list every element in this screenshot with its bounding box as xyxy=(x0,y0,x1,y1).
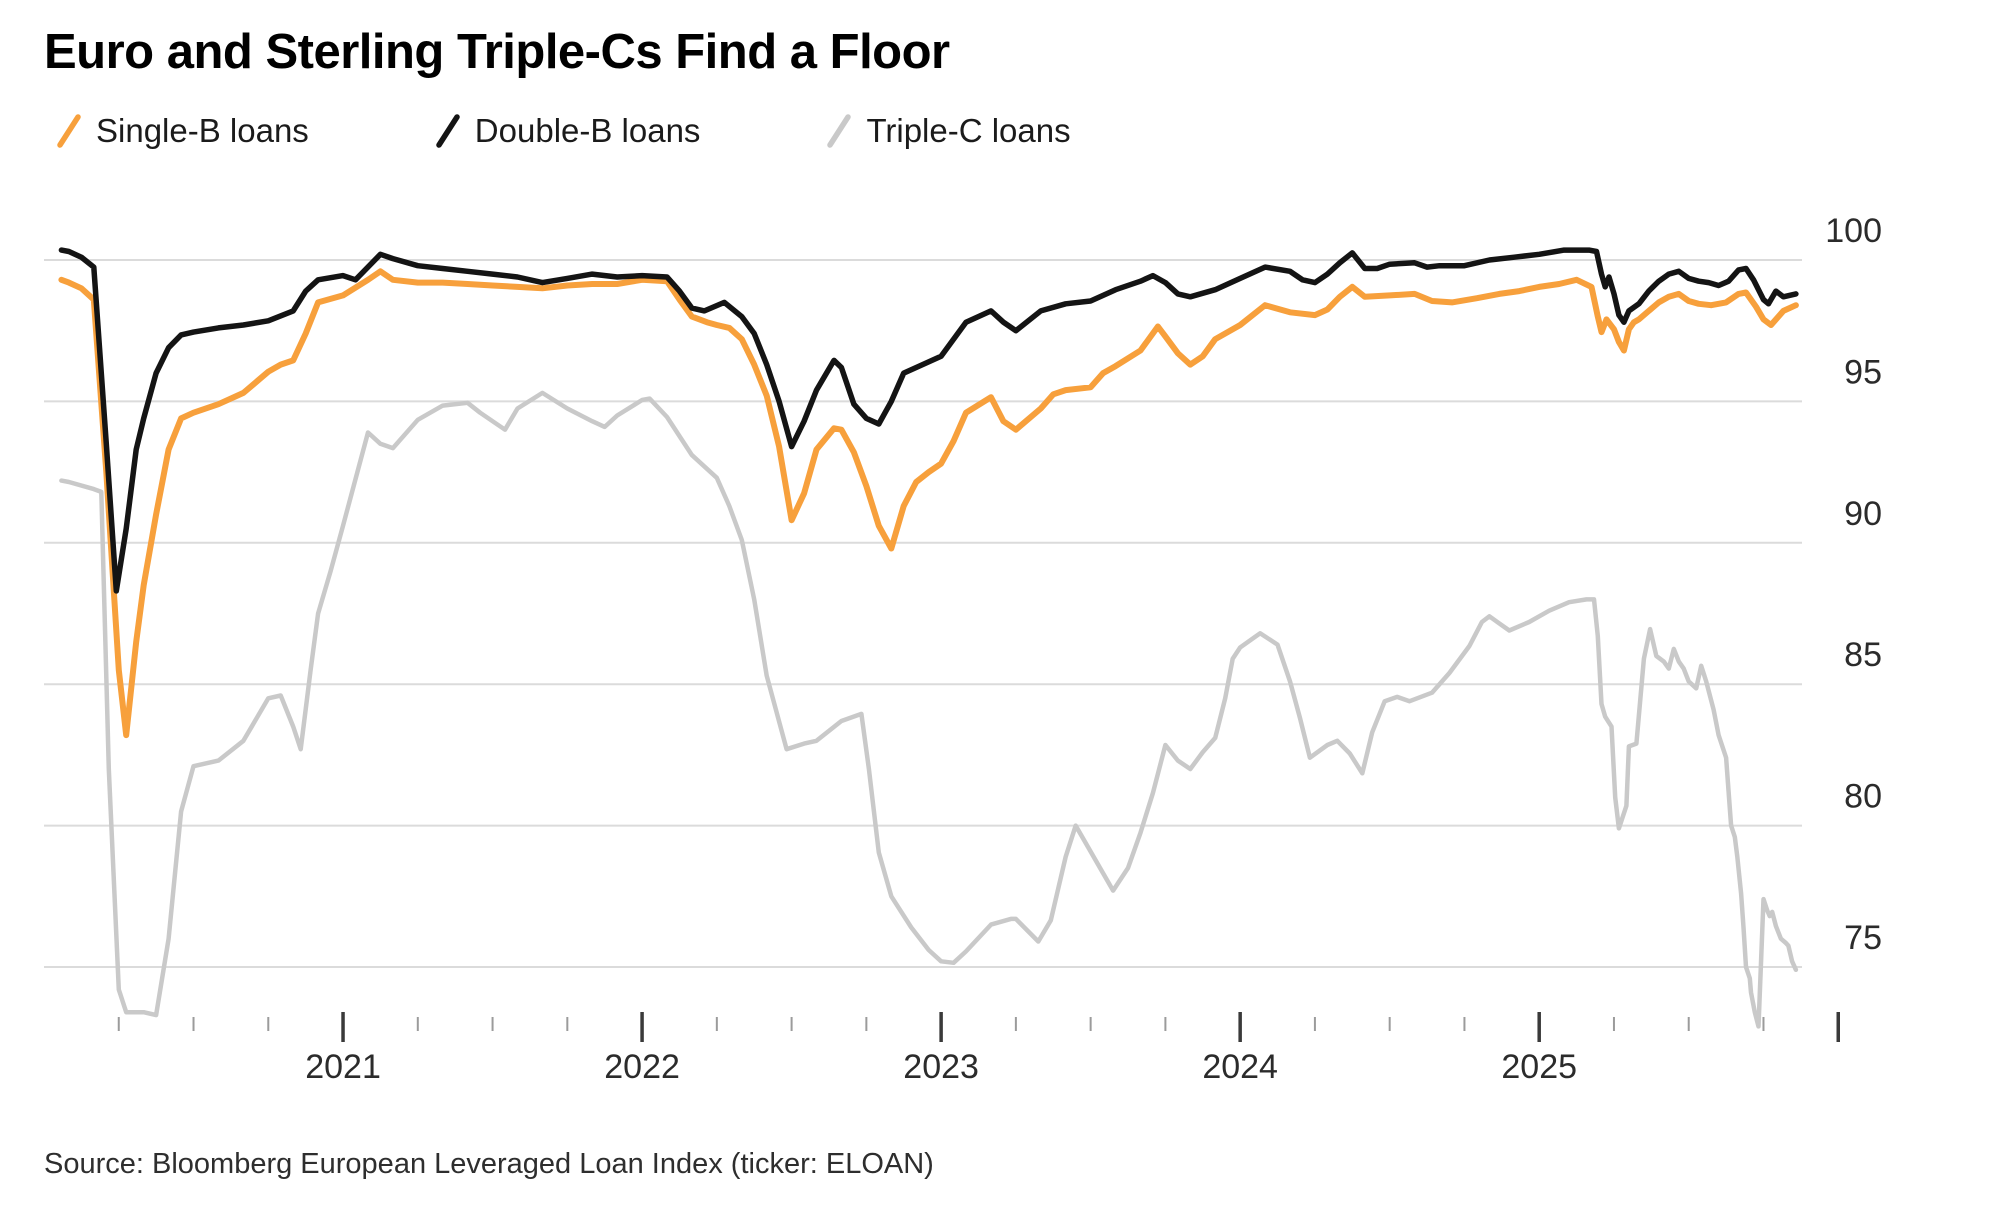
y-axis-label: 75 xyxy=(1844,919,1882,957)
double-b-slash-icon xyxy=(436,114,460,148)
series-line-double-b-loans xyxy=(58,247,1799,594)
x-axis-label: 2023 xyxy=(903,1048,979,1086)
y-axis-label: 100 xyxy=(1825,212,1882,250)
chart-legend: Single-B loans Double-B loans Triple-C l… xyxy=(56,112,1197,150)
x-axis-label: 2025 xyxy=(1501,1048,1577,1086)
triple-c-slash-icon xyxy=(827,114,852,148)
single-b-slash-icon xyxy=(57,114,81,148)
y-axis-label: 95 xyxy=(1844,353,1882,391)
legend-label-double-b: Double-B loans xyxy=(474,112,701,149)
x-axis-label: 2022 xyxy=(604,1048,680,1086)
y-axis-label: 85 xyxy=(1844,636,1882,674)
source-note: Source: Bloomberg European Leveraged Loa… xyxy=(44,1148,934,1180)
x-axis-label: 2024 xyxy=(1202,1048,1278,1086)
legend-label-triple-c: Triple-C loans xyxy=(866,112,1071,149)
x-axis-label: 2021 xyxy=(305,1048,381,1086)
legend-item-triple-c: Triple-C loans xyxy=(826,112,1071,150)
series-line-single-b-loans xyxy=(58,268,1799,739)
y-axis-label: 80 xyxy=(1844,778,1882,816)
chart-title: Euro and Sterling Triple-Cs Find a Floor xyxy=(44,25,950,79)
legend-item-double-b: Double-B loans xyxy=(435,112,701,150)
series-line-triple-c-loans xyxy=(59,390,1799,1029)
legend-item-single-b: Single-B loans xyxy=(56,112,309,150)
y-axis-label: 90 xyxy=(1844,495,1882,533)
legend-label-single-b: Single-B loans xyxy=(96,112,309,149)
